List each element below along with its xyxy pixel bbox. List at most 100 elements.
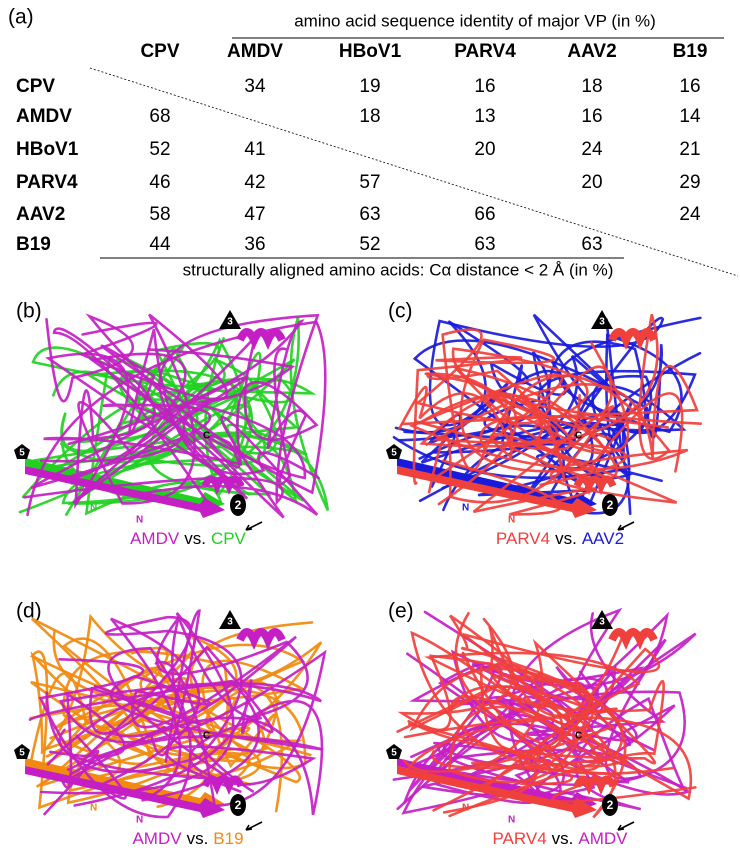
ribbon	[31, 337, 298, 505]
cell: 29	[679, 172, 700, 193]
marker-label: 3	[227, 317, 233, 328]
cell: 57	[359, 172, 380, 193]
arrow	[617, 821, 635, 831]
column-header: HBoV1	[339, 41, 402, 62]
terminus-label: N	[508, 515, 515, 526]
cell: 19	[359, 76, 380, 97]
terminus-label: C	[203, 731, 210, 742]
cell: 21	[679, 139, 700, 160]
panel-label: (e)	[388, 600, 414, 623]
oval-marker	[602, 794, 618, 816]
helix	[201, 475, 245, 495]
cell: 18	[581, 76, 602, 97]
ribbon	[396, 651, 630, 784]
cell: 63	[359, 204, 380, 225]
terminus-label: N	[462, 503, 469, 514]
structure-panel: (d) 3 5 2 C N N AMDV vs. B19	[14, 600, 327, 848]
caption-part: CPV	[211, 529, 247, 548]
helix	[236, 328, 286, 350]
strand	[25, 466, 225, 518]
ribbon	[76, 348, 307, 500]
structure-panel: (c) 3 5 2 C N N PARV4 vs. AAV2	[386, 300, 703, 548]
ribbon	[31, 617, 302, 784]
marker-label: 2	[235, 498, 242, 512]
caption-part: vs.	[552, 829, 574, 848]
ribbon	[43, 336, 319, 481]
triangle-marker	[591, 610, 613, 629]
cell: 34	[244, 76, 266, 97]
terminus-label: N	[136, 515, 143, 526]
panel-label: (d)	[16, 600, 42, 623]
marker-label: 2	[235, 798, 242, 812]
ribbon	[67, 319, 308, 486]
triangle-marker	[219, 310, 241, 329]
arrow	[245, 521, 263, 531]
cell: 52	[149, 139, 170, 160]
caption-part: AMDV	[578, 829, 628, 848]
cell: 52	[359, 234, 380, 255]
cell: 44	[149, 234, 171, 255]
cell: 16	[679, 76, 700, 97]
cell: 63	[474, 234, 495, 255]
helix	[573, 475, 617, 495]
cell: 58	[149, 204, 170, 225]
caption-part: PARV4	[496, 529, 550, 548]
cell: 36	[244, 234, 265, 255]
ribbon	[30, 646, 251, 787]
marker-label: 2	[607, 498, 614, 512]
helix	[236, 628, 286, 650]
ribbon	[407, 638, 697, 803]
oval-marker	[602, 494, 618, 516]
panel-caption: AMDV vs. B19	[132, 829, 243, 848]
marker-label: 3	[599, 317, 605, 328]
caption-part: B19	[213, 829, 243, 848]
column-header: CPV	[140, 41, 179, 62]
ribbon	[441, 390, 615, 516]
terminus-label: N	[136, 815, 143, 826]
marker-label: 5	[19, 448, 25, 459]
ribbon	[23, 313, 320, 510]
pentagon-marker	[14, 744, 30, 759]
marker-label: 5	[19, 748, 25, 759]
marker-label: 3	[599, 617, 605, 628]
helix	[608, 628, 658, 650]
column-header: PARV4	[454, 41, 516, 62]
cell: 68	[149, 106, 170, 127]
panel-caption: AMDV vs. CPV	[130, 529, 246, 548]
panel-label: (c)	[388, 300, 413, 323]
ribbon	[412, 338, 684, 485]
caption-part: PARV4	[492, 829, 546, 848]
cell: 18	[359, 106, 380, 127]
column-header: AMDV	[227, 41, 283, 62]
ribbon	[397, 617, 627, 819]
oval-marker	[230, 794, 246, 816]
terminus-label: N	[508, 815, 515, 826]
caption-part: vs.	[555, 529, 577, 548]
cell: 63	[581, 234, 602, 255]
ribbon	[408, 372, 689, 504]
row-header: B19	[16, 234, 51, 255]
ribbon	[419, 313, 671, 483]
cell: 20	[474, 139, 495, 160]
caption-part: AMDV	[132, 829, 182, 848]
helix	[201, 775, 245, 795]
ribbon	[414, 328, 669, 472]
cell: 13	[474, 106, 495, 127]
ribbon	[66, 635, 324, 771]
oval-marker	[230, 494, 246, 516]
panel-label: (b)	[16, 300, 42, 323]
caption-part: AAV2	[582, 529, 624, 548]
cell: 66	[474, 204, 495, 225]
column-header: AAV2	[567, 41, 616, 62]
cell: 47	[244, 204, 265, 225]
arrow	[245, 821, 263, 831]
pentagon-marker	[386, 744, 402, 759]
terminus-label: N	[90, 503, 97, 514]
marker-label: 2	[607, 798, 614, 812]
panel-caption: PARV4 vs. AMDV	[492, 829, 628, 848]
marker-label: 5	[391, 448, 397, 459]
triangle-marker	[219, 610, 241, 629]
caption-part: vs.	[187, 829, 209, 848]
cell: 16	[474, 76, 495, 97]
